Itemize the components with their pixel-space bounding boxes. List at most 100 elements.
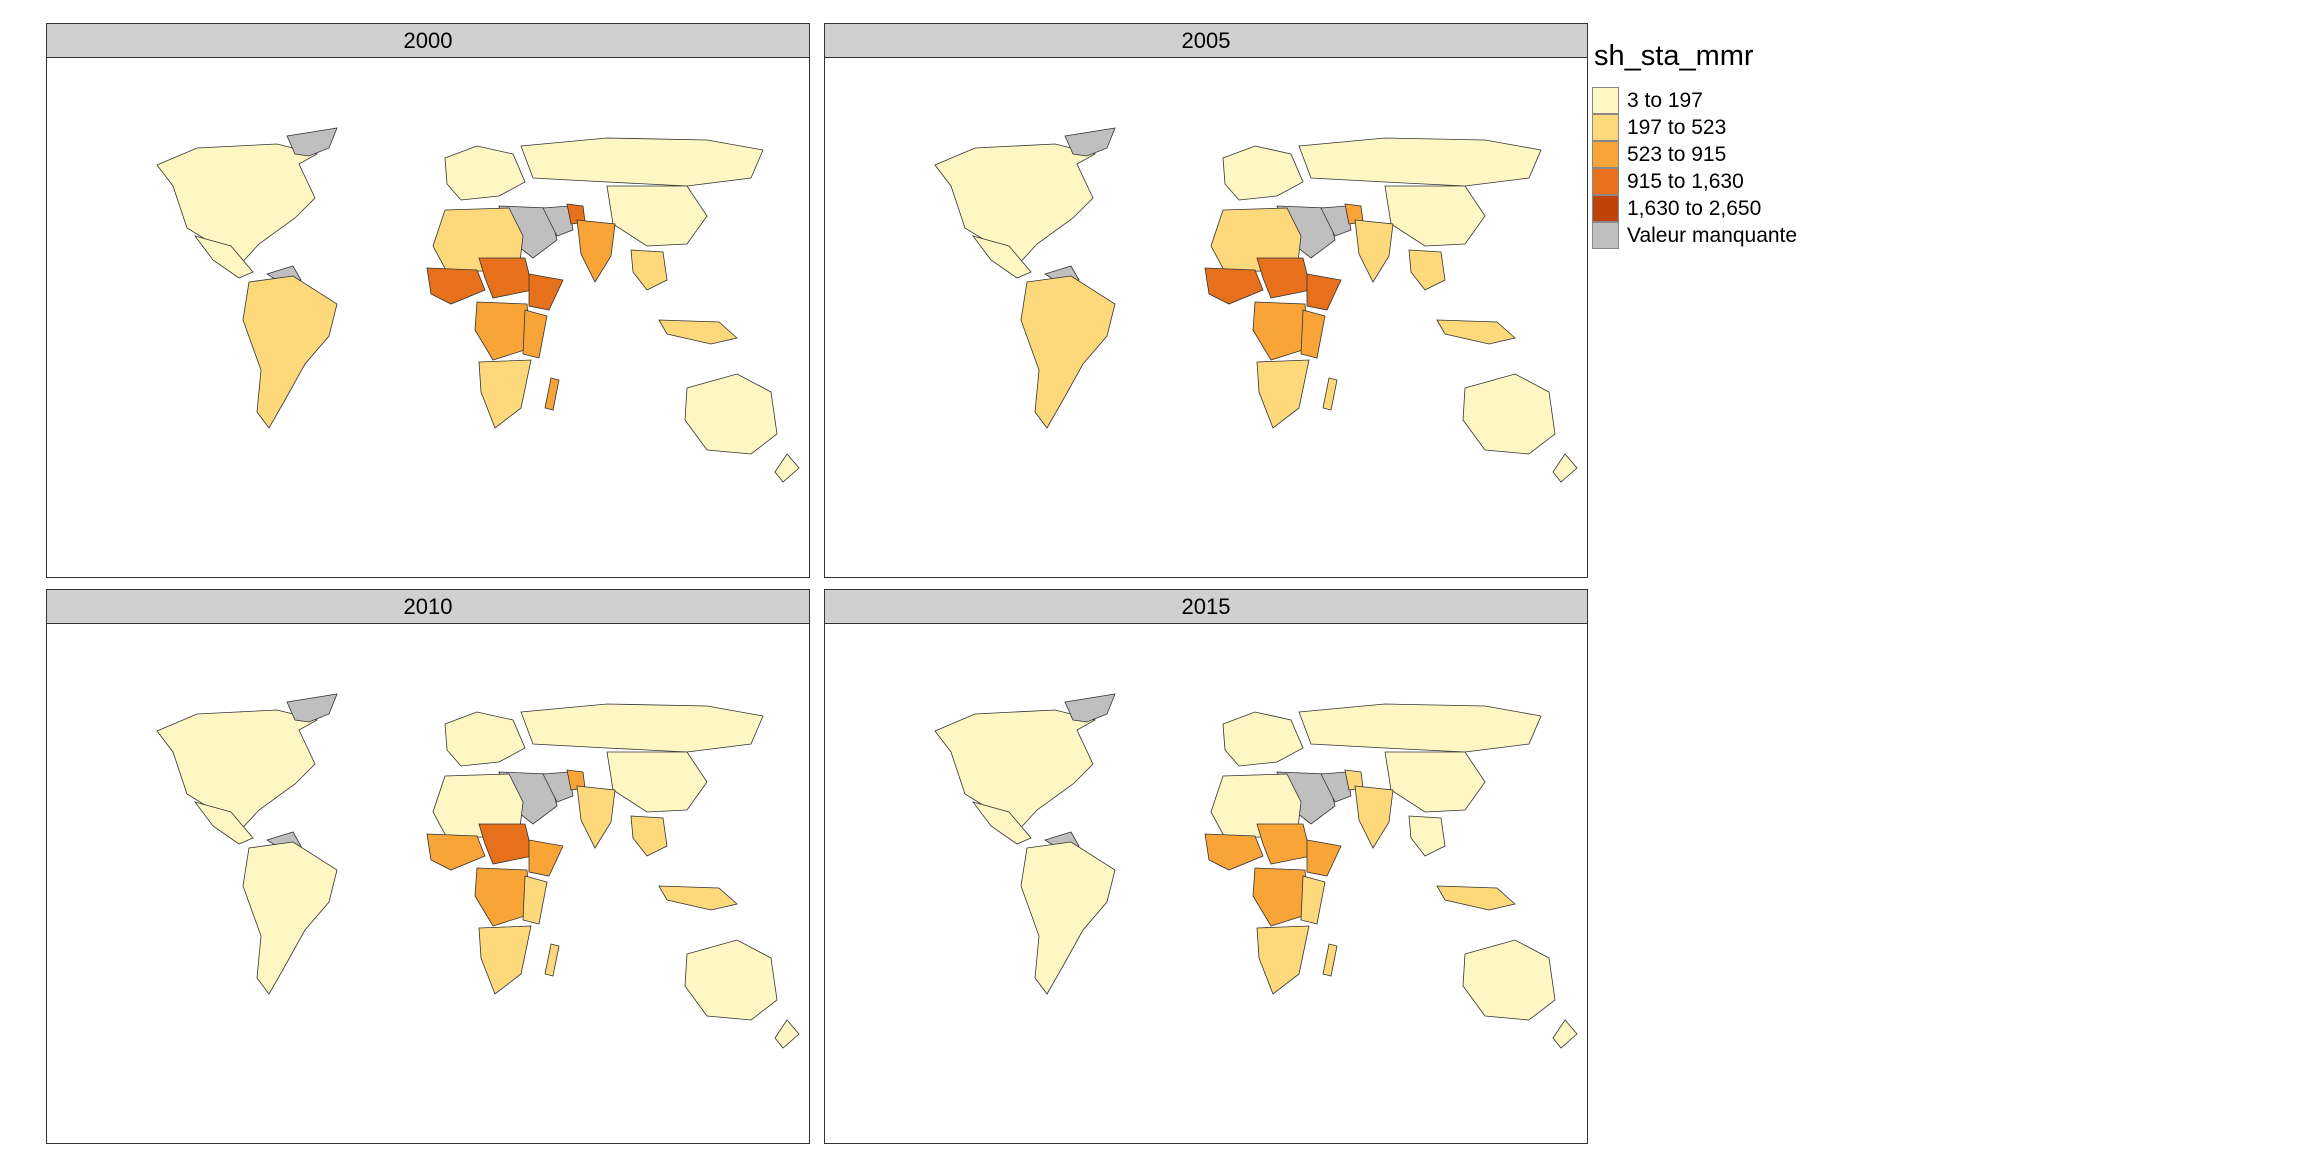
region-new-zealand bbox=[774, 453, 800, 483]
region-madagascar bbox=[544, 943, 560, 977]
panel-label: 2005 bbox=[1181, 27, 1231, 53]
map-legend: sh_sta_mmr 3 to 197 197 to 523 523 to 915 9… bbox=[1592, 40, 1852, 249]
legend-swatch bbox=[1592, 114, 1619, 141]
world-map bbox=[934, 127, 1578, 483]
region-iran bbox=[542, 205, 574, 237]
region-indonesia bbox=[658, 319, 738, 345]
region-west-africa bbox=[1204, 267, 1264, 305]
region-southern-africa bbox=[1256, 359, 1310, 429]
legend-item: Valeur manquante bbox=[1592, 222, 1852, 249]
legend-item: 197 to 523 bbox=[1592, 114, 1852, 141]
region-greenland bbox=[286, 127, 338, 157]
legend-item: 915 to 1,630 bbox=[1592, 168, 1852, 195]
region-australia bbox=[1462, 373, 1556, 455]
legend-item: 523 to 915 bbox=[1592, 141, 1852, 168]
region-north-america bbox=[934, 143, 1097, 269]
legend-swatch bbox=[1592, 222, 1619, 249]
region-horn-of-africa bbox=[528, 273, 564, 311]
region-east-asia bbox=[606, 185, 708, 247]
legend-label: 197 to 523 bbox=[1627, 115, 1727, 139]
region-sahel bbox=[478, 823, 534, 865]
region-south-asia bbox=[576, 785, 616, 849]
region-russia-north-asia bbox=[1298, 137, 1542, 187]
region-madagascar bbox=[1322, 943, 1338, 977]
region-east-africa bbox=[522, 875, 548, 925]
legend-swatch bbox=[1592, 195, 1619, 222]
legend-label: 3 to 197 bbox=[1627, 88, 1703, 112]
region-indonesia bbox=[1436, 319, 1516, 345]
region-europe bbox=[1222, 711, 1304, 767]
region-australia bbox=[1462, 939, 1556, 1021]
region-indonesia bbox=[658, 885, 738, 911]
panel-strip: 2000 bbox=[47, 24, 809, 58]
legend-item: 3 to 197 bbox=[1592, 87, 1852, 114]
region-southeast-asia bbox=[630, 815, 668, 857]
world-map bbox=[934, 693, 1578, 1049]
region-madagascar bbox=[1322, 377, 1338, 411]
region-australia bbox=[684, 373, 778, 455]
region-north-america bbox=[934, 709, 1097, 835]
region-north-america bbox=[156, 143, 319, 269]
panel-strip: 2015 bbox=[825, 590, 1587, 624]
panel-label: 2015 bbox=[1181, 593, 1231, 619]
panel-strip: 2005 bbox=[825, 24, 1587, 58]
region-europe bbox=[444, 711, 526, 767]
region-horn-of-africa bbox=[1306, 273, 1342, 311]
region-east-africa bbox=[1300, 875, 1326, 925]
region-south-america bbox=[242, 275, 338, 429]
region-sahel bbox=[1256, 823, 1312, 865]
region-north-america bbox=[156, 709, 319, 835]
region-east-asia bbox=[1384, 185, 1486, 247]
legend-label: 1,630 to 2,650 bbox=[1627, 196, 1762, 220]
region-south-america bbox=[1020, 841, 1116, 995]
region-southern-africa bbox=[478, 925, 532, 995]
region-southeast-asia bbox=[1408, 249, 1446, 291]
region-east-asia bbox=[606, 751, 708, 813]
panel-strip: 2010 bbox=[47, 590, 809, 624]
region-west-africa bbox=[1204, 833, 1264, 871]
region-south-america bbox=[242, 841, 338, 995]
panel-label: 2010 bbox=[403, 593, 453, 619]
region-mexico-central-america bbox=[193, 235, 254, 279]
region-east-asia bbox=[1384, 751, 1486, 813]
region-iran bbox=[1320, 771, 1352, 803]
region-madagascar bbox=[544, 377, 560, 411]
legend-swatch bbox=[1592, 168, 1619, 195]
region-new-zealand bbox=[774, 1019, 800, 1049]
legend-label: 915 to 1,630 bbox=[1627, 169, 1744, 193]
region-russia-north-asia bbox=[520, 703, 764, 753]
region-horn-of-africa bbox=[1306, 839, 1342, 877]
region-horn-of-africa bbox=[528, 839, 564, 877]
region-greenland bbox=[1064, 127, 1116, 157]
map-panel-2010: 2010 bbox=[46, 589, 810, 1144]
panel-label: 2000 bbox=[403, 27, 453, 53]
region-south-asia bbox=[576, 219, 616, 283]
region-central-africa bbox=[1252, 867, 1310, 927]
legend-swatch bbox=[1592, 141, 1619, 168]
region-mexico-central-america bbox=[971, 801, 1032, 845]
region-southeast-asia bbox=[1408, 815, 1446, 857]
region-east-africa bbox=[522, 309, 548, 359]
region-greenland bbox=[1064, 693, 1116, 723]
region-southeast-asia bbox=[630, 249, 668, 291]
legend-label: 523 to 915 bbox=[1627, 142, 1727, 166]
region-sahel bbox=[1256, 257, 1312, 299]
region-europe bbox=[444, 145, 526, 201]
region-indonesia bbox=[1436, 885, 1516, 911]
region-west-africa bbox=[426, 833, 486, 871]
region-sahel bbox=[478, 257, 534, 299]
region-south-asia bbox=[1354, 785, 1394, 849]
world-map bbox=[156, 693, 800, 1049]
region-europe bbox=[1222, 145, 1304, 201]
region-central-africa bbox=[474, 867, 532, 927]
map-panel-2000: 2000 bbox=[46, 23, 810, 578]
region-iran bbox=[1320, 205, 1352, 237]
region-new-zealand bbox=[1552, 453, 1578, 483]
legend-label: Valeur manquante bbox=[1627, 223, 1798, 247]
region-central-africa bbox=[1252, 301, 1310, 361]
region-mexico-central-america bbox=[193, 801, 254, 845]
region-new-zealand bbox=[1552, 1019, 1578, 1049]
map-panel-2005: 2005 bbox=[824, 23, 1588, 578]
region-east-africa bbox=[1300, 309, 1326, 359]
region-south-asia bbox=[1354, 219, 1394, 283]
